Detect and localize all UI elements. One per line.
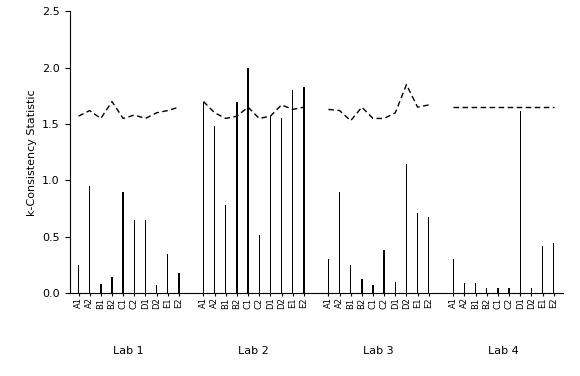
- Bar: [328, 259, 329, 293]
- Bar: [111, 277, 113, 293]
- Bar: [339, 192, 340, 293]
- Bar: [475, 283, 476, 293]
- Bar: [406, 164, 407, 293]
- Bar: [520, 111, 521, 293]
- Bar: [394, 282, 396, 293]
- Bar: [259, 235, 260, 293]
- Text: Lab 1: Lab 1: [114, 346, 144, 356]
- Bar: [542, 246, 543, 293]
- Y-axis label: k-Consistency Statistic: k-Consistency Statistic: [27, 89, 37, 215]
- Bar: [531, 288, 532, 293]
- Text: Lab 4: Lab 4: [488, 346, 519, 356]
- Bar: [225, 205, 226, 293]
- Bar: [100, 284, 101, 293]
- Bar: [361, 279, 362, 293]
- Bar: [214, 126, 215, 293]
- Bar: [167, 254, 168, 293]
- Bar: [350, 265, 351, 293]
- Bar: [303, 87, 305, 293]
- Bar: [372, 285, 374, 293]
- Bar: [486, 288, 487, 293]
- Bar: [78, 265, 79, 293]
- Bar: [178, 273, 180, 293]
- Text: Lab 3: Lab 3: [363, 346, 394, 356]
- Bar: [452, 259, 454, 293]
- Bar: [281, 118, 282, 293]
- Bar: [509, 288, 510, 293]
- Bar: [236, 102, 238, 293]
- Bar: [203, 102, 204, 293]
- Text: Lab 2: Lab 2: [238, 346, 269, 356]
- Bar: [248, 68, 249, 293]
- Bar: [89, 186, 90, 293]
- Bar: [497, 288, 499, 293]
- Bar: [156, 285, 157, 293]
- Bar: [383, 250, 385, 293]
- Bar: [428, 217, 429, 293]
- Bar: [122, 192, 124, 293]
- Bar: [270, 116, 271, 293]
- Bar: [417, 213, 418, 293]
- Bar: [553, 243, 554, 293]
- Bar: [133, 220, 135, 293]
- Bar: [292, 90, 293, 293]
- Bar: [464, 283, 465, 293]
- Bar: [145, 220, 146, 293]
